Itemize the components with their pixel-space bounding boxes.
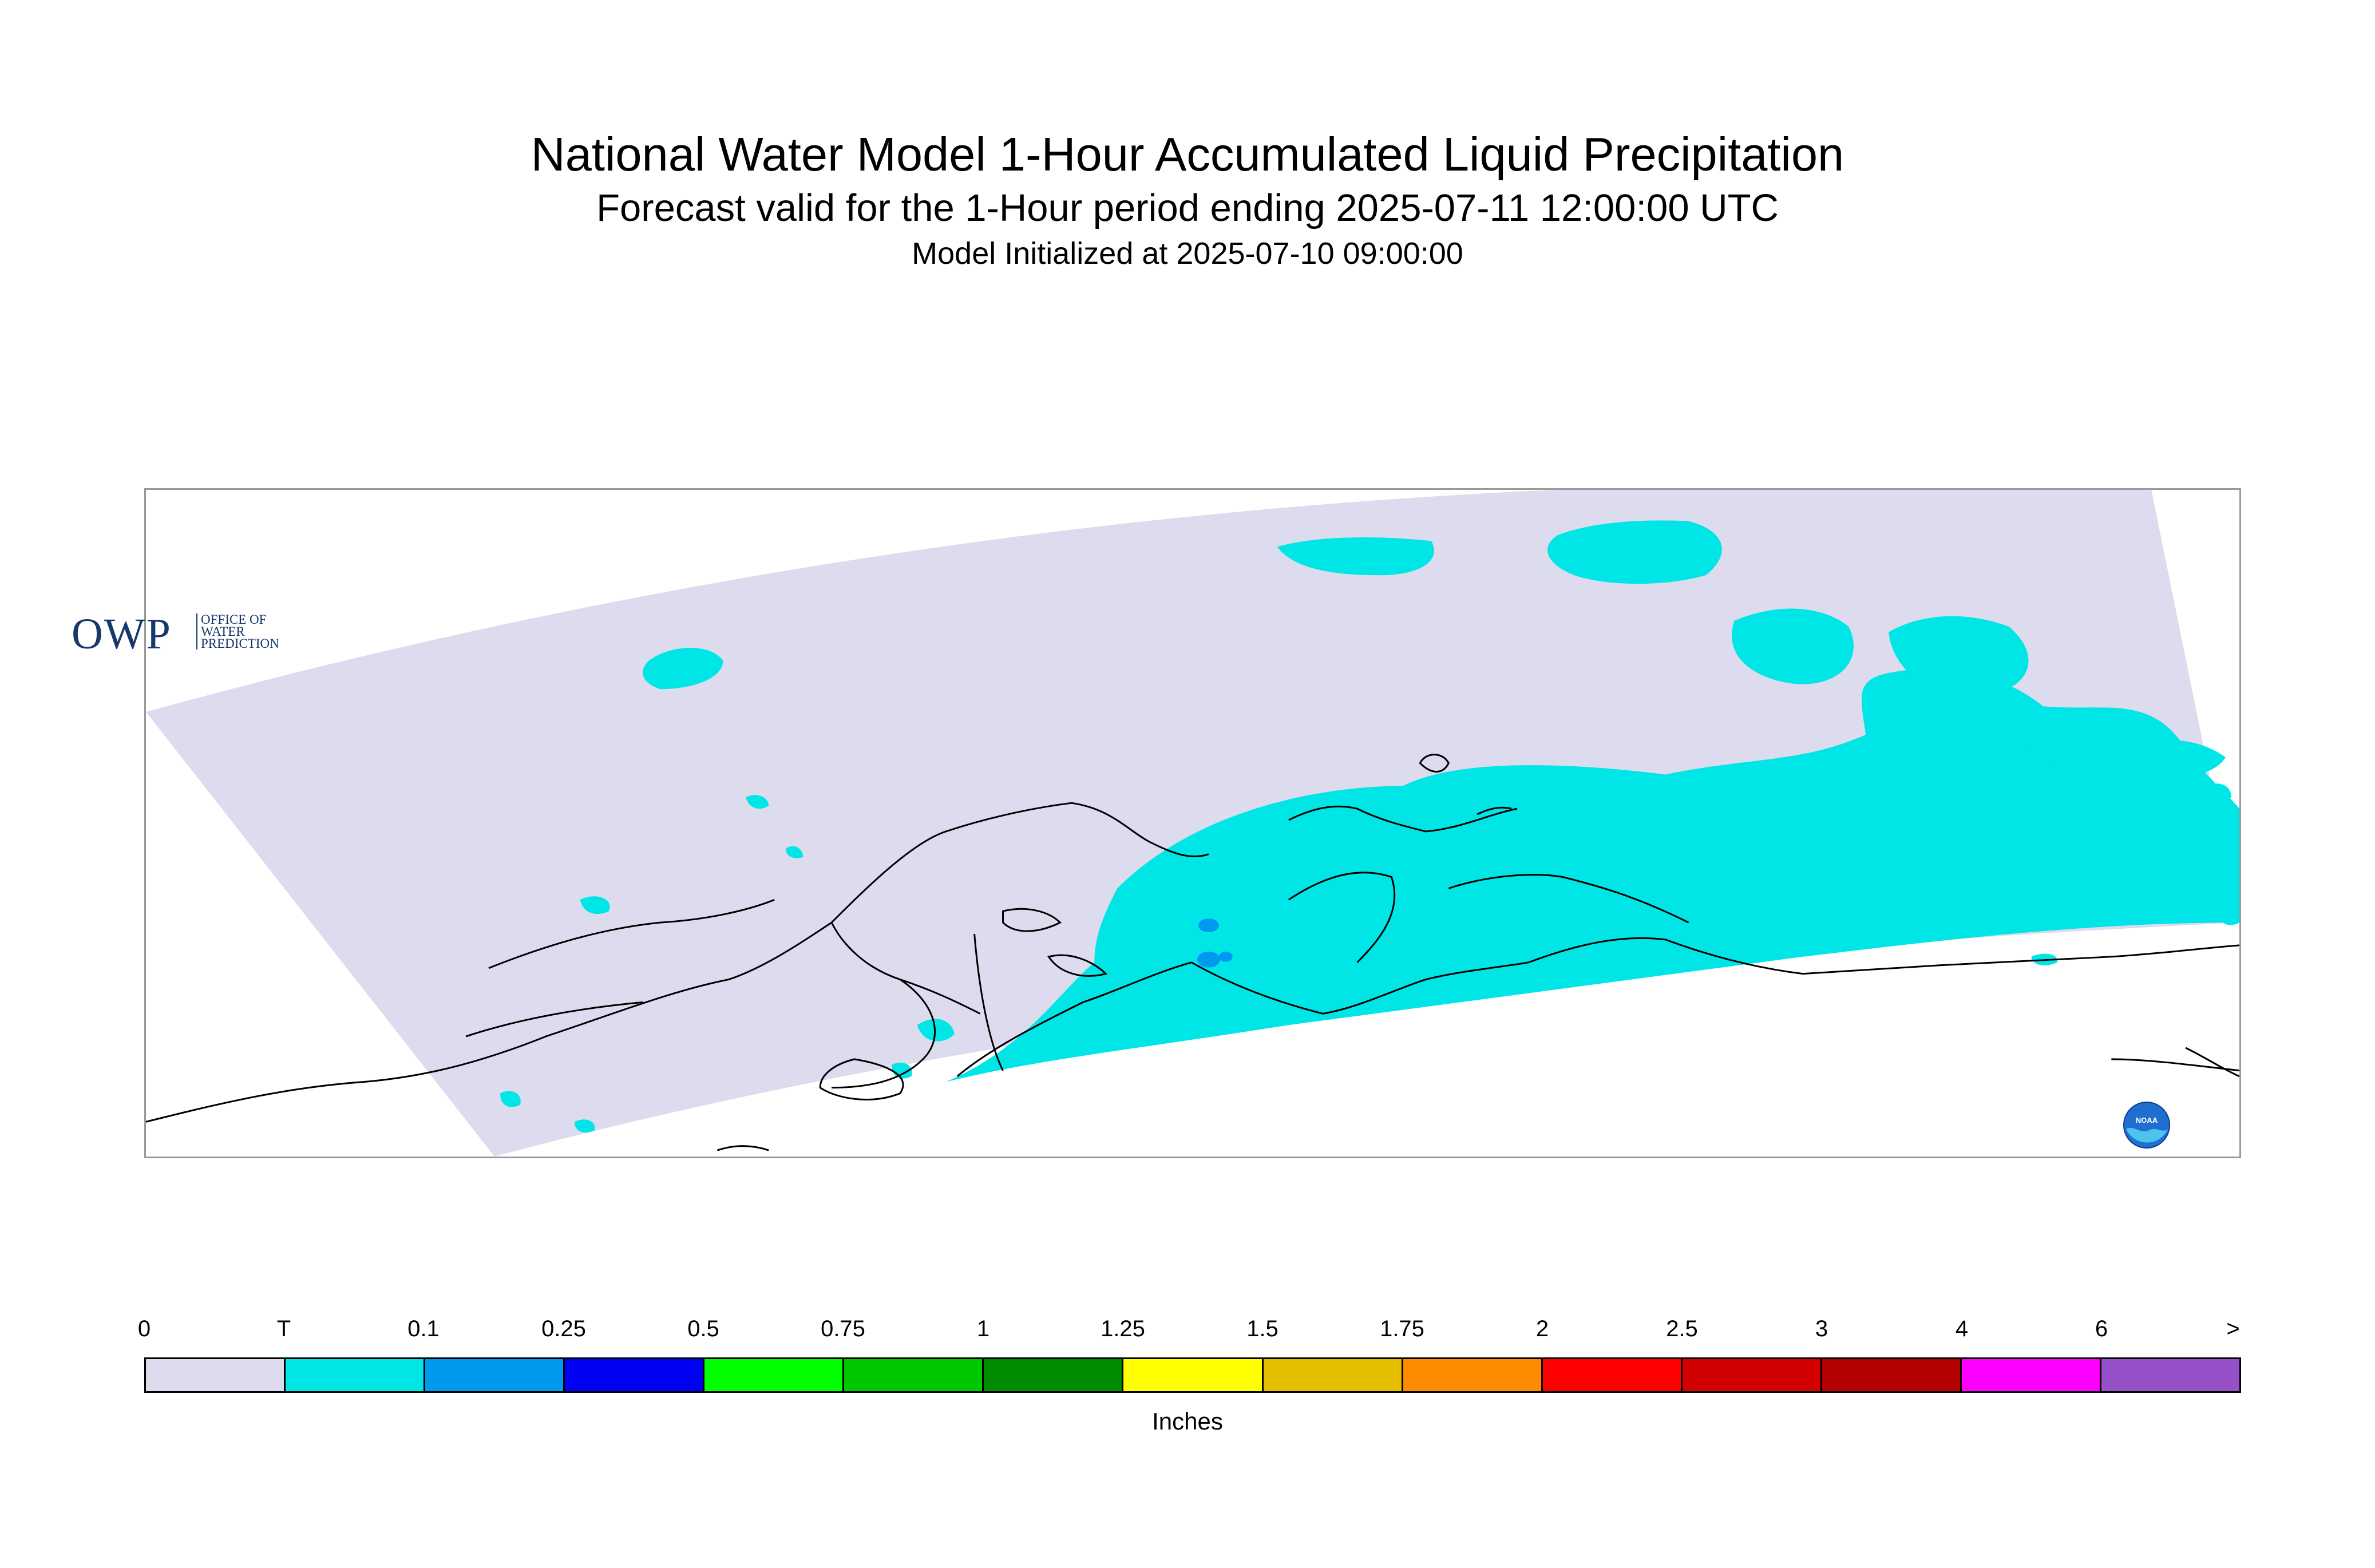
precipitation-map[interactable] xyxy=(144,488,2241,1158)
legend-label-13: 4 xyxy=(1955,1316,1969,1341)
legend-swatch-6 xyxy=(984,1359,1124,1391)
legend-label-15: > xyxy=(2226,1316,2240,1341)
owp-logo-text: Office of Water Prediction xyxy=(196,613,298,650)
legend-swatch-14 xyxy=(2101,1359,2239,1391)
legend-swatch-9 xyxy=(1403,1359,1543,1391)
legend-label-11: 2.5 xyxy=(1666,1316,1698,1341)
legend-unit-label: Inches xyxy=(1152,1408,1223,1435)
legend-label-0: 0 xyxy=(137,1316,151,1341)
legend-label-5: 0.75 xyxy=(821,1316,865,1341)
light-precip-spots xyxy=(1197,918,1233,968)
owp-logo: OWP Office of Water Prediction xyxy=(72,610,279,658)
noaa-logo: NOAA xyxy=(2123,1102,2170,1149)
trace-precip-areas xyxy=(500,520,2239,1133)
legend-swatch-10 xyxy=(1542,1359,1683,1391)
legend-swatch-13 xyxy=(1961,1359,2101,1391)
owp-logo-mark: OWP xyxy=(72,610,172,658)
map-canvas xyxy=(146,490,2239,1157)
legend-swatch-12 xyxy=(1822,1359,1962,1391)
legend-swatch-1 xyxy=(286,1359,426,1391)
model-init-time: Model Initialized at 2025-07-10 09:00:00 xyxy=(912,236,1463,271)
legend-label-10: 2 xyxy=(1535,1316,1549,1341)
legend-swatch-5 xyxy=(844,1359,984,1391)
legend-swatch-11 xyxy=(1682,1359,1822,1391)
legend-swatch-7 xyxy=(1123,1359,1264,1391)
chart-title: National Water Model 1-Hour Accumulated … xyxy=(531,128,1844,181)
coastline xyxy=(146,754,2239,1151)
legend-label-4: 0.5 xyxy=(687,1316,719,1341)
legend-swatch-4 xyxy=(704,1359,845,1391)
legend-tick-labels: 0 T 0.1 0.25 0.5 0.75 1 1.25 1.5 1.75 2 … xyxy=(138,1316,2241,1351)
legend-label-14: 6 xyxy=(2095,1316,2108,1341)
legend-swatch-2 xyxy=(425,1359,565,1391)
legend-label-3: 0.25 xyxy=(541,1316,586,1341)
legend-label-8: 1.5 xyxy=(1246,1316,1278,1341)
noaa-logo-text: NOAA xyxy=(2136,1116,2158,1124)
legend-swatch-8 xyxy=(1263,1359,1403,1391)
legend-label-7: 1.25 xyxy=(1101,1316,1145,1341)
forecast-valid-subtitle: Forecast valid for the 1-Hour period end… xyxy=(596,187,1779,229)
legend-color-bar xyxy=(144,1357,2241,1393)
legend-label-1: T xyxy=(276,1316,291,1341)
legend-label-6: 1 xyxy=(976,1316,990,1341)
legend-label-9: 1.75 xyxy=(1380,1316,1424,1341)
legend-label-12: 3 xyxy=(1815,1316,1828,1341)
legend-label-2: 0.1 xyxy=(407,1316,440,1341)
legend-swatch-0 xyxy=(146,1359,286,1391)
legend-swatch-3 xyxy=(565,1359,705,1391)
